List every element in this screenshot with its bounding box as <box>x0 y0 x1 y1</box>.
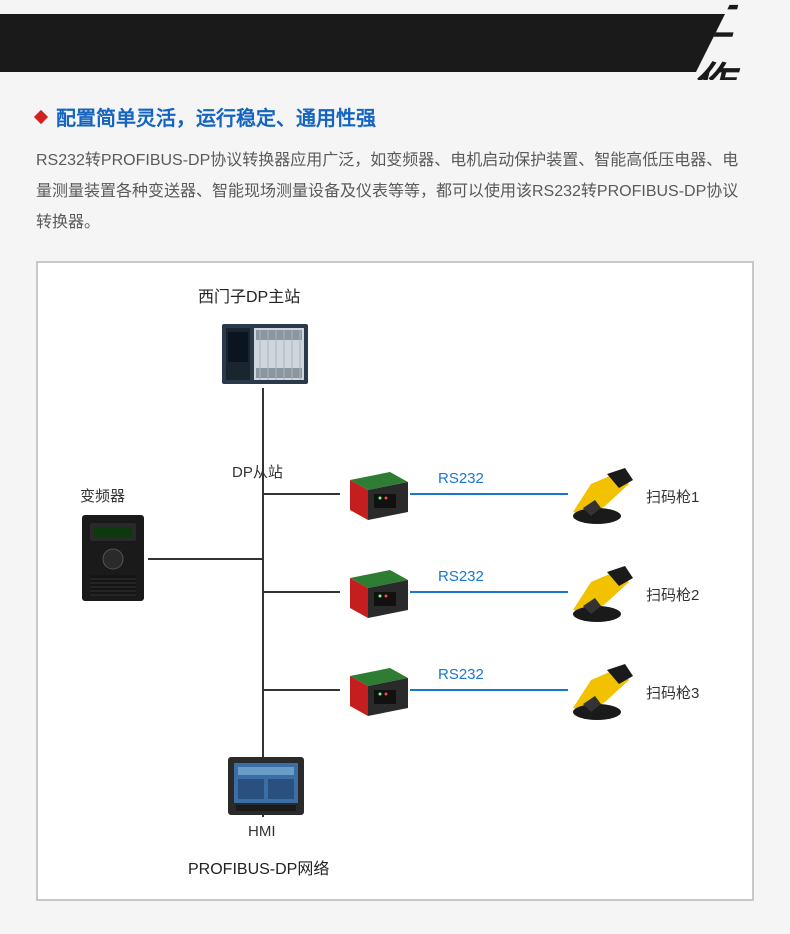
vfd-label: 变频器 <box>80 485 125 506</box>
subtitle: 配置简单灵活，运行稳定、通用性强 <box>56 102 376 131</box>
plc-icon <box>220 318 310 388</box>
rs232-label-2: RS232 <box>438 568 484 585</box>
scanner1-icon <box>561 450 636 525</box>
row3-bus-stub <box>262 689 340 691</box>
vfd-icon <box>78 513 148 603</box>
scanner3-label: 扫码枪3 <box>646 682 699 703</box>
content-area: 配置简单灵活，运行稳定、通用性强 RS232转PROFIBUS-DP协议转换器应… <box>0 72 790 901</box>
bus-vertical <box>262 388 264 817</box>
hmi-label: HMI <box>248 823 276 840</box>
scanner2-label: 扫码枪2 <box>646 584 699 605</box>
master-label: 西门子DP主站 <box>198 283 300 307</box>
slave-label: DP从站 <box>232 461 283 482</box>
converter2-icon <box>340 566 410 621</box>
rs232-label-3: RS232 <box>438 666 484 683</box>
row2-bus-stub <box>262 591 340 593</box>
rs232-line-3 <box>410 689 568 691</box>
header-title-wrap: 工作模式 <box>692 0 790 80</box>
rs232-line-1 <box>410 493 568 495</box>
row1-bus-stub <box>262 493 340 495</box>
bullet-icon <box>34 109 48 123</box>
rs232-line-2 <box>410 591 568 593</box>
subtitle-row: 配置简单灵活，运行稳定、通用性强 <box>36 102 754 131</box>
converter1-icon <box>340 468 410 523</box>
rs232-label-1: RS232 <box>438 470 484 487</box>
header-band: 工作模式 <box>0 14 790 72</box>
description: RS232转PROFIBUS-DP协议转换器应用广泛，如变频器、电机启动保护装置… <box>36 145 754 239</box>
hmi-icon <box>226 755 306 817</box>
scanner1-label: 扫码枪1 <box>646 486 699 507</box>
vfd-stub <box>148 558 262 560</box>
scanner2-icon <box>561 548 636 623</box>
network-label: PROFIBUS-DP网络 <box>188 855 329 879</box>
network-diagram: 西门子DP主站 变频器 DP从站 RS232 扫码枪1 RS232 <box>36 261 754 901</box>
scanner3-icon <box>561 646 636 721</box>
converter3-icon <box>340 664 410 719</box>
